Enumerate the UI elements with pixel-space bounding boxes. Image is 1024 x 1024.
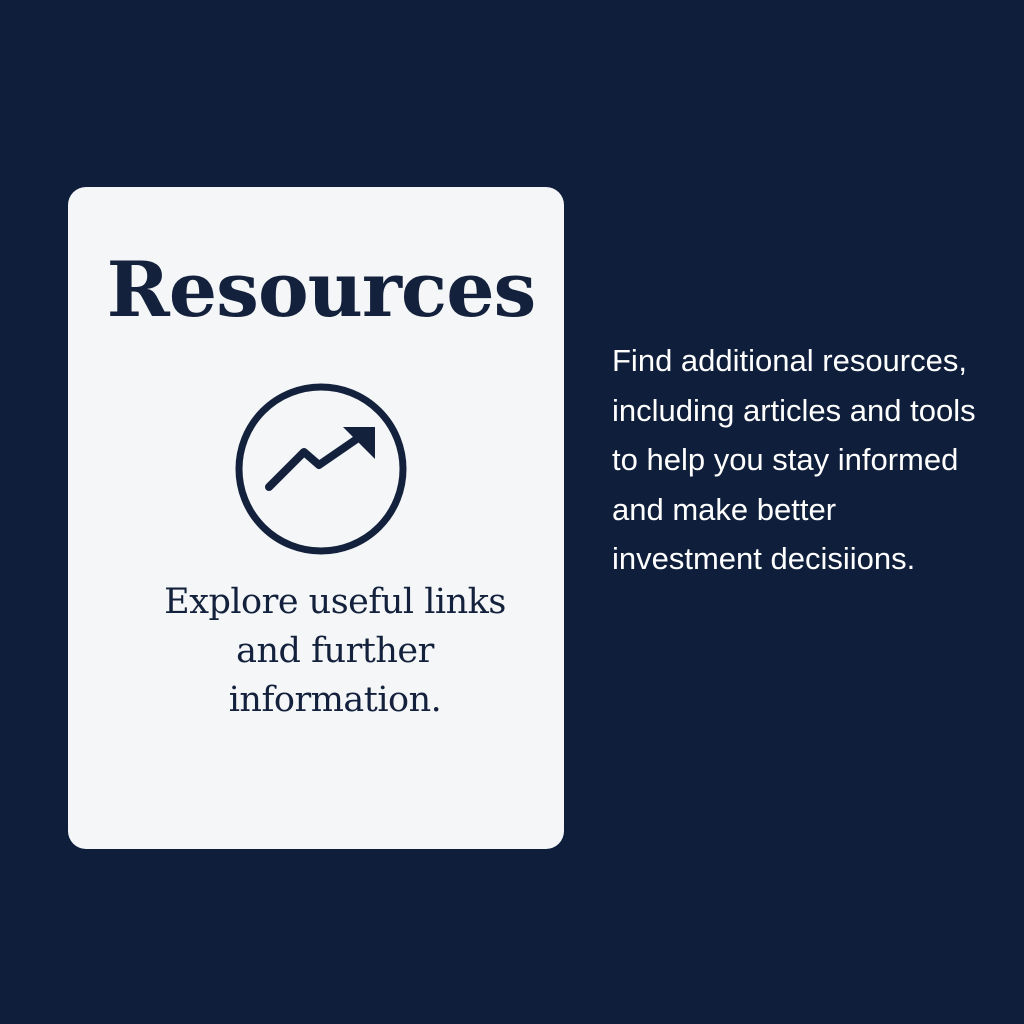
trending-up-icon [235, 383, 407, 555]
resources-card [68, 187, 564, 849]
card-description: Explore useful links and further informa… [164, 582, 506, 720]
side-description: Find additional resources, including art… [612, 343, 976, 576]
card-title: Resources [106, 245, 537, 334]
